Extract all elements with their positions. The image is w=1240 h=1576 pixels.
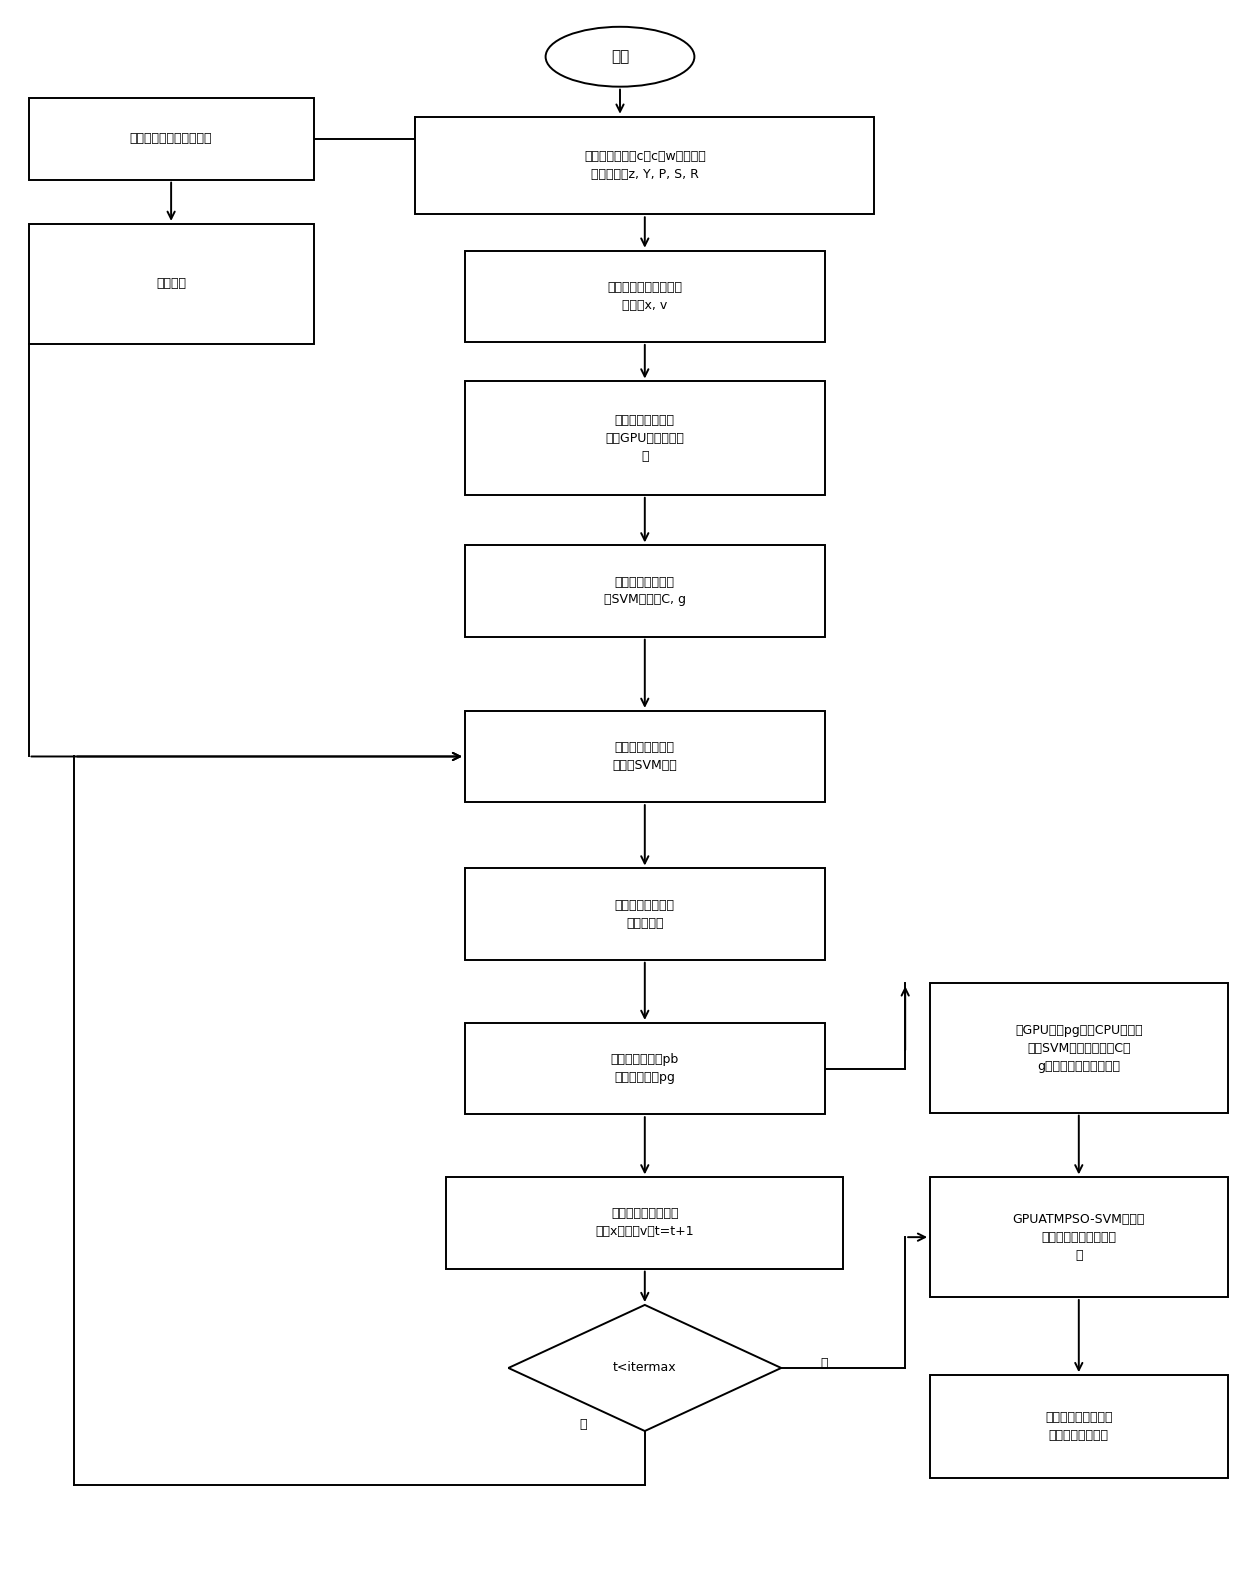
Text: 是: 是 <box>579 1418 587 1431</box>
Ellipse shape <box>546 27 694 87</box>
Polygon shape <box>508 1305 781 1431</box>
Bar <box>465 868 825 960</box>
Text: 特征提取: 特征提取 <box>156 277 186 290</box>
Bar <box>446 1177 843 1269</box>
Bar <box>29 98 314 180</box>
Text: 更新局部最优值pb
和个局最优值pg: 更新局部最优值pb 和个局最优值pg <box>610 1053 680 1084</box>
Bar <box>930 983 1228 1113</box>
Bar <box>930 1374 1228 1478</box>
Bar <box>465 711 825 802</box>
Text: GPUATMPSO-SVM道路限
速标志识别模型进行测
试: GPUATMPSO-SVM道路限 速标志识别模型进行测 试 <box>1013 1212 1145 1262</box>
Bar <box>465 1023 825 1114</box>
Text: 道路限速标志样本数据集: 道路限速标志样本数据集 <box>130 132 212 145</box>
Text: 自适应变异更新粒子
位置x和速度v，t=t+1: 自适应变异更新粒子 位置x和速度v，t=t+1 <box>595 1207 694 1239</box>
Bar <box>29 224 314 344</box>
Text: 从GPU中将pg传到CPU，并映
射为SVM训练模型参数C和
g，并作为优化结果输出: 从GPU中将pg传到CPU，并映 射为SVM训练模型参数C和 g，并作为优化结果… <box>1016 1023 1142 1073</box>
Text: 开始: 开始 <box>611 49 629 65</box>
Bar <box>465 381 825 495</box>
Text: 输入样本的特征向
并进行SVM训练: 输入样本的特征向 并进行SVM训练 <box>613 741 677 772</box>
Text: 否: 否 <box>821 1357 828 1370</box>
Bar <box>465 251 825 342</box>
Text: 初始化种群参数c，c，w，及自适
应变异因子z, Y, P, S, R: 初始化种群参数c，c，w，及自适 应变异因子z, Y, P, S, R <box>584 150 706 181</box>
Bar <box>415 117 874 214</box>
Text: t<itermax: t<itermax <box>613 1362 677 1374</box>
Text: 计算训练集识别率
作为适应值: 计算训练集识别率 作为适应值 <box>615 898 675 930</box>
Text: 映射种群中的粒子
为SVM参数：C, g: 映射种群中的粒子 为SVM参数：C, g <box>604 575 686 607</box>
Text: 输出道路限速标志识
别模型的测试结果: 输出道路限速标志识 别模型的测试结果 <box>1045 1411 1112 1442</box>
Text: 将初始化的种群复
制到GPU的全局存储
器: 将初始化的种群复 制到GPU的全局存储 器 <box>605 413 684 463</box>
Text: 初始化粒子群的位置和
速度：x, v: 初始化粒子群的位置和 速度：x, v <box>608 281 682 312</box>
Bar <box>930 1177 1228 1297</box>
Bar <box>465 545 825 637</box>
